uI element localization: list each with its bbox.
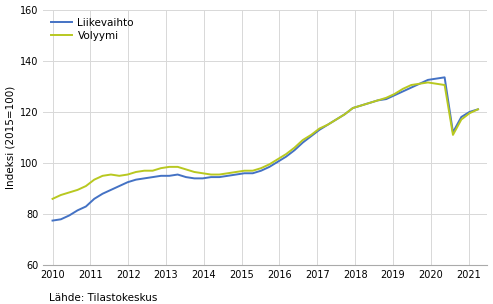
Liikevaihto [308, 134, 314, 138]
Volyymi [250, 169, 256, 173]
Volyymi [450, 133, 456, 137]
Volyymi [200, 171, 206, 175]
Liikevaihto [450, 130, 456, 134]
Liikevaihto [325, 123, 331, 126]
Line: Liikevaihto: Liikevaihto [53, 77, 478, 221]
Volyymi [475, 108, 481, 111]
Liikevaihto [200, 177, 206, 180]
Liikevaihto [475, 108, 481, 111]
Volyymi [325, 123, 331, 126]
Liikevaihto [50, 219, 56, 223]
Volyymi [50, 197, 56, 201]
Line: Volyymi: Volyymi [53, 82, 478, 199]
Text: Lähde: Tilastokeskus: Lähde: Tilastokeskus [49, 293, 158, 303]
Legend: Liikevaihto, Volyymi: Liikevaihto, Volyymi [48, 15, 137, 44]
Liikevaihto [83, 205, 89, 208]
Y-axis label: Indeksi (2015=100): Indeksi (2015=100) [5, 86, 16, 189]
Volyymi [308, 133, 314, 137]
Volyymi [83, 184, 89, 188]
Volyymi [425, 81, 431, 84]
Liikevaihto [250, 171, 256, 175]
Liikevaihto [442, 75, 448, 79]
